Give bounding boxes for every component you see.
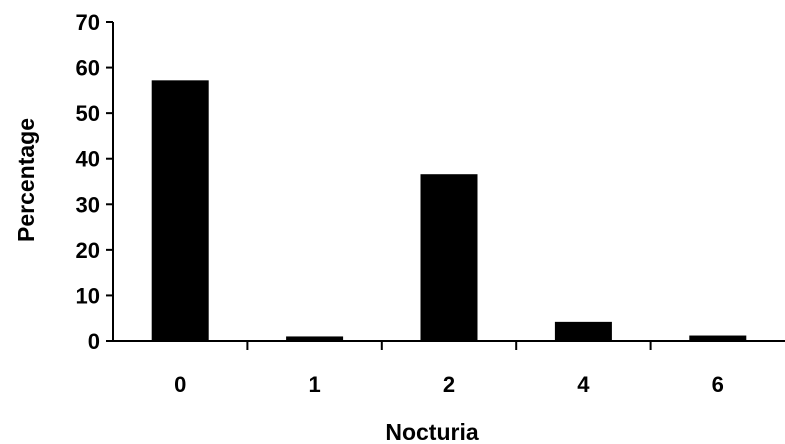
- y-axis-title: Percentage: [13, 118, 39, 242]
- bar-1: [286, 336, 344, 341]
- bar-6: [689, 335, 747, 341]
- y-tick-label: 30: [76, 192, 100, 217]
- x-tick-label: 0: [174, 372, 186, 397]
- bar-4: [554, 321, 612, 341]
- y-tick-label: 60: [76, 56, 100, 81]
- bar-2: [420, 174, 478, 341]
- y-axis: 0 10 20 30 40 50 60 70: [76, 10, 114, 354]
- x-axis: 0 1 2 4 6: [113, 340, 785, 397]
- y-tick-label: 0: [88, 329, 100, 354]
- x-axis-title: Nocturia: [385, 419, 479, 444]
- y-tick-label: 40: [76, 147, 100, 172]
- x-tick-label: 6: [712, 372, 724, 397]
- y-tick-label: 70: [76, 10, 100, 35]
- x-tick-label: 4: [577, 372, 590, 397]
- y-tick-label: 50: [76, 101, 100, 126]
- x-tick-label: 1: [308, 372, 320, 397]
- bar-0: [151, 80, 209, 342]
- x-tick-label: 2: [443, 372, 455, 397]
- y-tick-label: 20: [76, 238, 100, 263]
- y-tick-label: 10: [76, 283, 100, 308]
- bars: [151, 80, 747, 342]
